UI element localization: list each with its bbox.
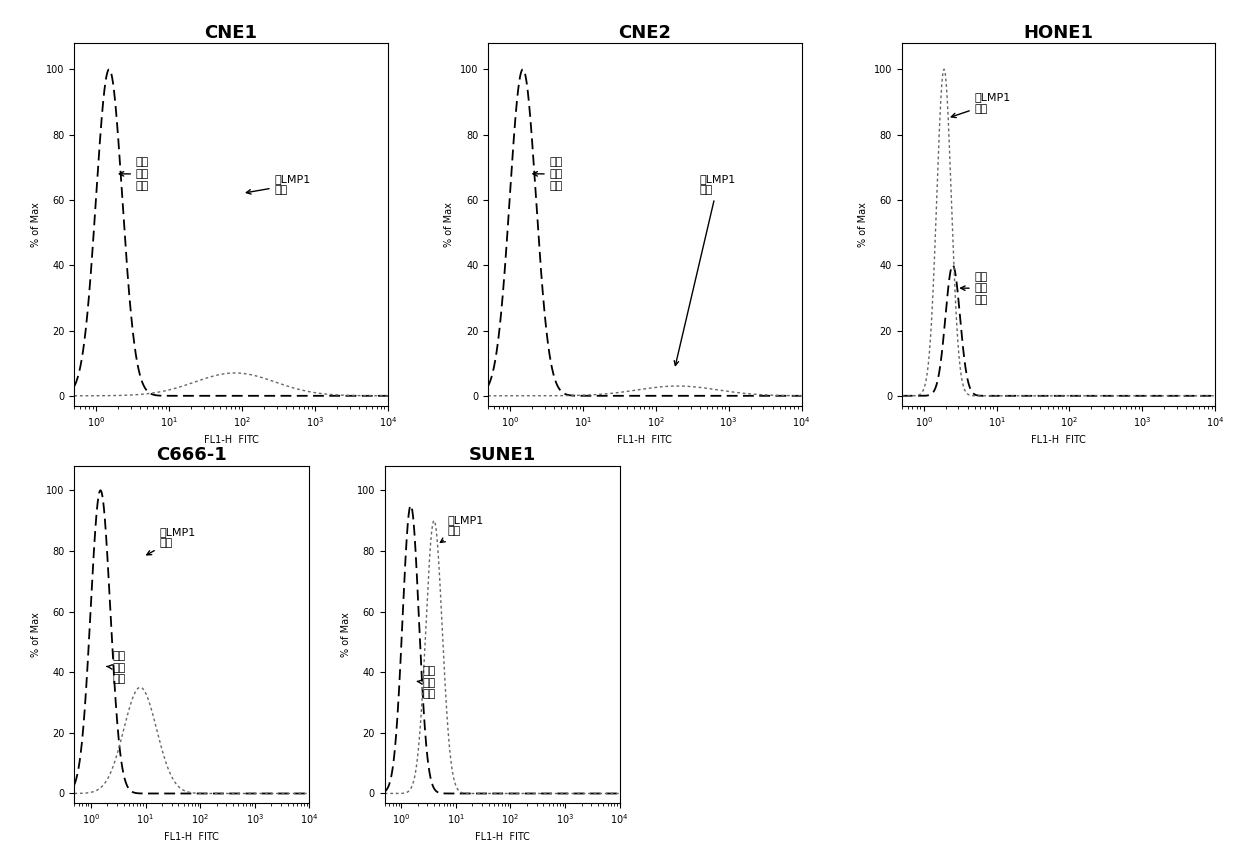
Title: CNE1: CNE1 [205, 23, 258, 41]
X-axis label: FL1-H  FITC: FL1-H FITC [475, 832, 529, 841]
Y-axis label: % of Max: % of Max [858, 202, 868, 247]
Text: 抗LMP1
抗体: 抗LMP1 抗体 [951, 92, 1011, 117]
Title: CNE2: CNE2 [619, 23, 671, 41]
X-axis label: FL1-H  FITC: FL1-H FITC [203, 435, 259, 444]
Y-axis label: % of Max: % of Max [31, 612, 41, 657]
Text: 抗LMP1
抗体: 抗LMP1 抗体 [675, 173, 735, 365]
Y-axis label: % of Max: % of Max [444, 202, 454, 247]
Text: 同型
对照
抗体: 同型 对照 抗体 [119, 157, 149, 191]
Text: 抗LMP1
抗体: 抗LMP1 抗体 [146, 526, 196, 555]
Text: 同型
对照
抗体: 同型 对照 抗体 [533, 157, 563, 191]
X-axis label: FL1-H  FITC: FL1-H FITC [618, 435, 672, 444]
Y-axis label: % of Max: % of Max [341, 612, 351, 657]
Title: C666-1: C666-1 [156, 446, 227, 464]
Text: 同型
对照
抗体: 同型 对照 抗体 [961, 272, 988, 305]
X-axis label: FL1-H  FITC: FL1-H FITC [1030, 435, 1086, 444]
Text: 同型
对照
抗体: 同型 对照 抗体 [107, 651, 125, 684]
X-axis label: FL1-H  FITC: FL1-H FITC [165, 832, 219, 841]
Title: SUNE1: SUNE1 [469, 446, 536, 464]
Title: HONE1: HONE1 [1023, 23, 1094, 41]
Y-axis label: % of Max: % of Max [31, 202, 41, 247]
Text: 同型
对照
抗体: 同型 对照 抗体 [417, 666, 436, 699]
Text: 抗LMP1
抗体: 抗LMP1 抗体 [247, 173, 311, 195]
Text: 抗LMP1
抗体: 抗LMP1 抗体 [440, 514, 484, 543]
